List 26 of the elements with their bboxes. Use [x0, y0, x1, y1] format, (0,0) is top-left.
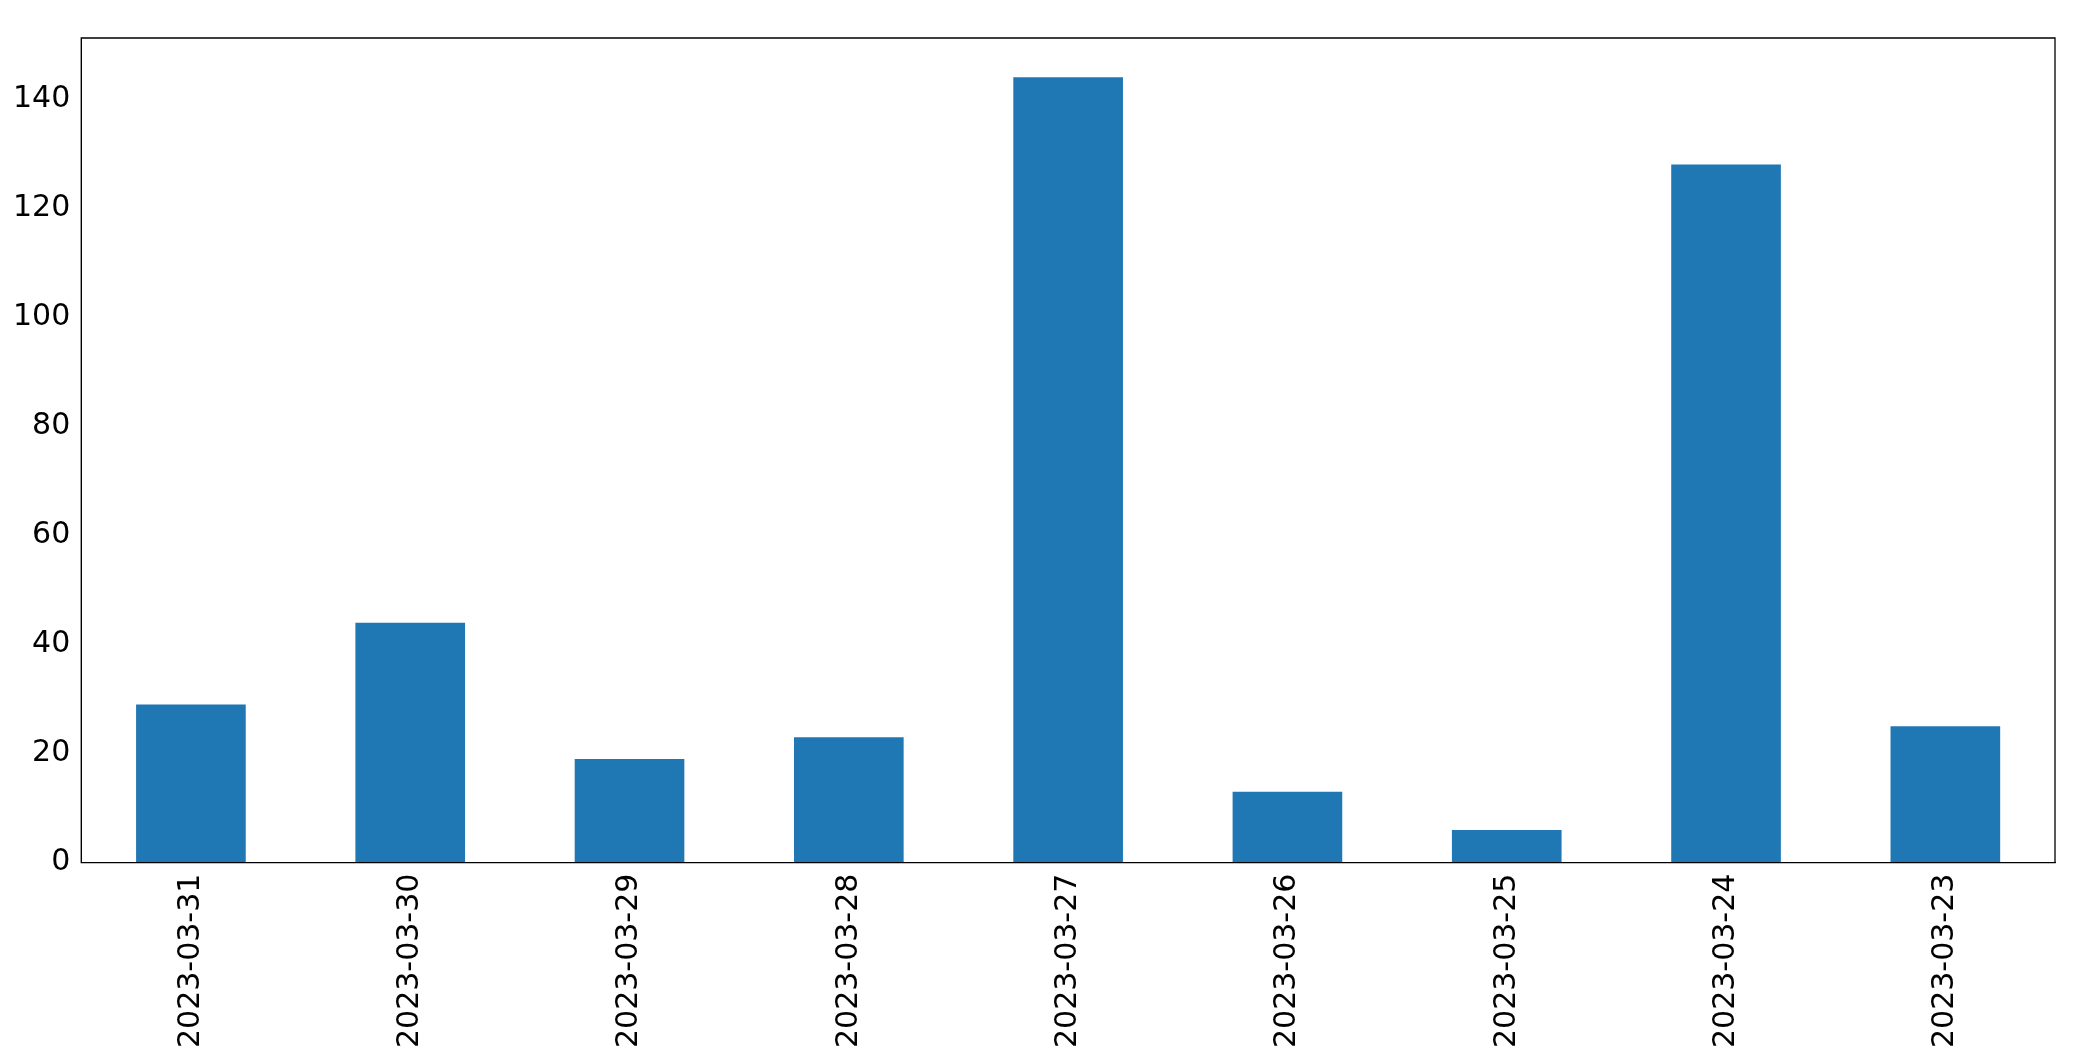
y-tick-label: 80: [32, 406, 71, 442]
x-tick-label: 2023-03-27: [1047, 873, 1083, 1049]
bar: [1451, 829, 1562, 863]
y-tick-label: 40: [32, 624, 71, 660]
y-tick-label: 120: [13, 187, 71, 223]
y-tick-label: 0: [51, 842, 71, 878]
bar: [574, 759, 685, 863]
x-tick-label: 2023-03-24: [1705, 873, 1741, 1049]
bar: [1013, 77, 1123, 863]
x-tick-label: 2023-03-23: [1925, 873, 1961, 1049]
bar: [355, 622, 466, 863]
bar: [1232, 791, 1343, 863]
bar: [1890, 726, 2001, 863]
y-tick-label: 100: [13, 297, 71, 333]
x-tick-label: 2023-03-30: [390, 873, 426, 1049]
bar: [794, 737, 904, 863]
x-tick-label: 2023-03-26: [1267, 873, 1303, 1049]
x-tick-label: 2023-03-31: [170, 873, 206, 1049]
y-tick-label: 140: [13, 78, 71, 114]
y-tick-label: 60: [32, 515, 71, 551]
x-tick-label: 2023-03-25: [1486, 873, 1522, 1049]
y-tick-label: 20: [32, 733, 71, 769]
x-tick-label: 2023-03-29: [609, 873, 645, 1049]
bar: [1671, 164, 1781, 863]
x-tick-label: 2023-03-28: [828, 873, 864, 1049]
bar: [136, 704, 246, 863]
